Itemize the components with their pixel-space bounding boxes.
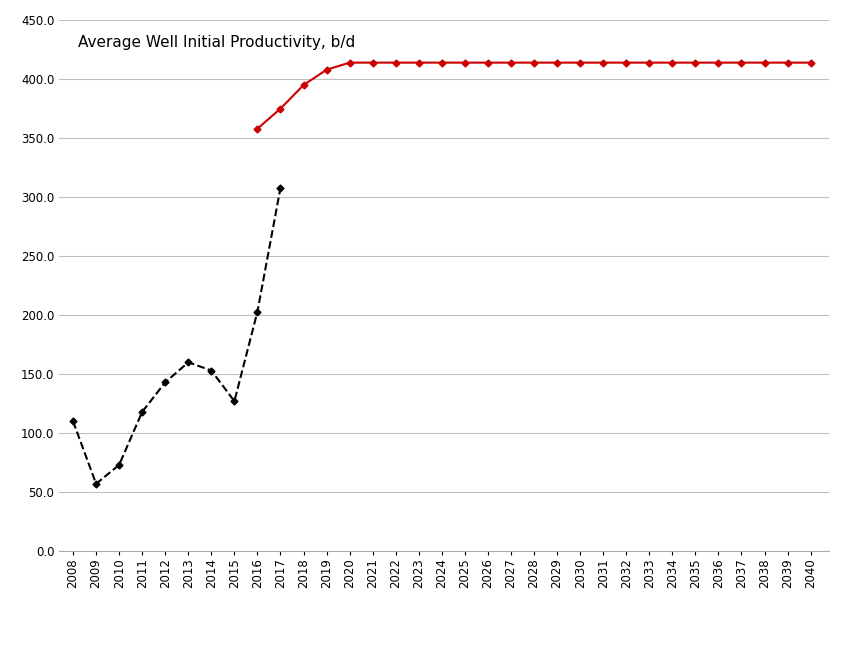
Line: Historical Initial Productivity: Historical Initial Productivity — [70, 185, 283, 487]
Projected Initial Productivity — [437, 58, 447, 67]
Projected Initial Productivity — [713, 58, 723, 67]
Projected Initial Productivity — [760, 58, 770, 67]
Projected Initial Productivity — [299, 81, 309, 89]
Projected Initial Productivity — [621, 58, 631, 67]
Projected Initial Productivity — [529, 58, 539, 67]
Projected Initial Productivity — [736, 58, 746, 67]
Historical Initial Productivity — [252, 308, 262, 316]
Projected Initial Productivity — [644, 58, 654, 67]
Projected Initial Productivity — [252, 125, 262, 133]
Historical Initial Productivity — [206, 366, 217, 374]
Projected Initial Productivity — [460, 58, 470, 67]
Projected Initial Productivity — [667, 58, 678, 67]
Historical Initial Productivity — [229, 397, 239, 405]
Projected Initial Productivity — [805, 58, 816, 67]
Projected Initial Productivity — [552, 58, 563, 67]
Historical Initial Productivity — [276, 183, 286, 192]
Projected Initial Productivity — [690, 58, 700, 67]
Projected Initial Productivity — [575, 58, 585, 67]
Projected Initial Productivity — [783, 58, 793, 67]
Line: Projected Initial Productivity: Projected Initial Productivity — [255, 60, 813, 131]
Projected Initial Productivity — [598, 58, 608, 67]
Projected Initial Productivity — [414, 58, 424, 67]
Historical Initial Productivity — [91, 480, 102, 488]
Historical Initial Productivity — [184, 358, 194, 366]
Projected Initial Productivity — [368, 58, 378, 67]
Text: Average Well Initial Productivity, b/d: Average Well Initial Productivity, b/d — [78, 36, 355, 50]
Historical Initial Productivity — [114, 461, 124, 469]
Historical Initial Productivity — [137, 408, 147, 416]
Projected Initial Productivity — [506, 58, 516, 67]
Projected Initial Productivity — [483, 58, 493, 67]
Projected Initial Productivity — [276, 105, 286, 113]
Projected Initial Productivity — [391, 58, 401, 67]
Historical Initial Productivity — [160, 378, 170, 386]
Projected Initial Productivity — [321, 66, 332, 74]
Projected Initial Productivity — [344, 58, 354, 67]
Historical Initial Productivity — [68, 417, 78, 425]
